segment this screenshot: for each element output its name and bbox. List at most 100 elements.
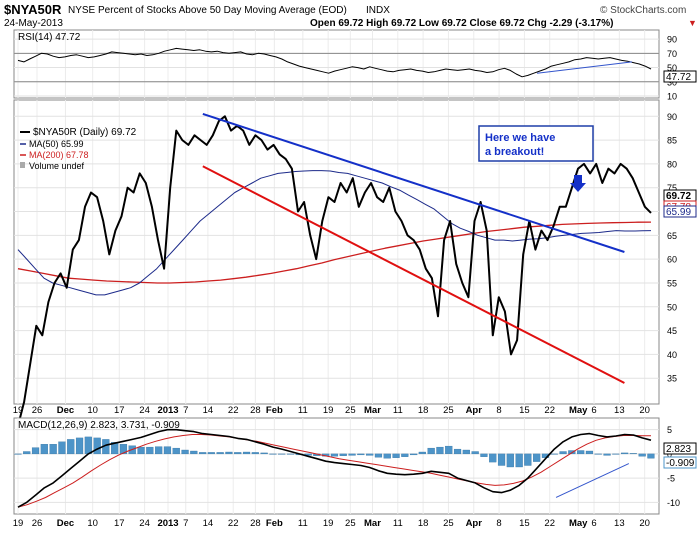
macd-histogram-bar (629, 453, 637, 455)
macd-histogram-bar (410, 453, 418, 456)
macd-label: MACD(12,26,9) 2.823, 3.731, -0.909 (18, 420, 180, 431)
macd-histogram-bar (577, 450, 585, 455)
x-axis-top-label-12: 11 (298, 405, 308, 416)
price-tick-label-6: 60 (667, 255, 677, 265)
price-tick-label-0: 90 (667, 112, 677, 122)
price-tick-label-10: 40 (667, 350, 677, 360)
macd-histogram-bar (181, 449, 189, 455)
x-axis-bottom-label-11: Feb (266, 518, 283, 529)
price-tick-label-8: 50 (667, 302, 677, 312)
x-axis-bottom-label-20: 8 (496, 518, 501, 529)
macd-histogram-bar (621, 452, 629, 455)
legend-price: $NYA50R (Daily) 69.72 (33, 127, 137, 138)
macd-histogram-bar (603, 453, 611, 456)
macd-histogram-bar (278, 453, 286, 455)
chart-symbol: $NYA50R (4, 2, 62, 17)
x-axis-bottom-label-6: 2013 (157, 518, 178, 529)
price-tick-label-1: 85 (667, 136, 677, 146)
last-value-ma50-box (663, 205, 697, 218)
x-axis-top-label-11: Feb (266, 405, 283, 416)
macd-hist-last-value: -0.909 (666, 458, 695, 469)
x-axis-bottom-label-10: 28 (250, 518, 261, 529)
x-axis-bottom-label-7: 7 (183, 518, 188, 529)
x-axis-top-label-14: 25 (345, 405, 356, 416)
x-axis-bottom-label-18: 25 (443, 518, 454, 529)
x-axis-top-label-3: 10 (87, 405, 98, 416)
annotation-box (478, 125, 594, 162)
macd-histogram-bar (172, 447, 180, 455)
macd-histogram-bar (49, 444, 57, 455)
price-tick-label-2: 80 (667, 159, 677, 169)
macd-histogram-bar (40, 444, 48, 455)
price-tick-label-5: 65 (667, 231, 677, 241)
chart-exchange: INDX (366, 5, 390, 16)
x-axis-bottom-label-25: 13 (614, 518, 625, 529)
x-axis-top-label-20: 8 (496, 405, 501, 416)
x-axis-top-label-22: 22 (544, 405, 555, 416)
rsi-tick-label-4: 10 (667, 92, 677, 102)
price-legend: $NYA50R (Daily) 69.72 MA(50) 65.99 MA(20… (20, 127, 137, 171)
x-axis-top-label-16: 11 (393, 405, 403, 416)
x-axis-top-label-0: 19 (13, 405, 24, 416)
price-line (17, 115, 652, 427)
macd-line (17, 428, 652, 508)
legend-ma50: MA(50) 65.99 (29, 139, 84, 149)
x-axis-top-label-7: 7 (183, 405, 188, 416)
macd-histogram-bar (234, 452, 242, 455)
x-axis-bottom: 19 26 Dec 10 17 24 2013 7 14 22 28 Feb 11 19 25 Mar 11 18… (13, 518, 650, 529)
annotation-line-1: Here we have (485, 132, 555, 144)
legend-ma200: MA(200) 67.78 (29, 150, 89, 160)
rsi-last-value: 47.72 (666, 72, 691, 83)
macd-histogram-bar (14, 453, 22, 455)
macd-histogram-bar (146, 446, 154, 455)
macd-histogram-bar (374, 453, 383, 458)
macd-histogram-bar (111, 442, 119, 455)
macd-histogram-bar (163, 446, 172, 455)
macd-panel: MACD(12,26,9) 2.823, 3.731, -0.909 50-5-… (13, 417, 697, 515)
macd-histogram-bar (58, 441, 66, 455)
macd-histogram-bar (119, 444, 128, 455)
macd-hist-last-value-box (663, 456, 697, 469)
x-axis-top-label-4: 17 (114, 405, 125, 416)
macd-histogram-bar (515, 453, 523, 468)
rsi-tick-label-1: 70 (667, 49, 677, 59)
macd-histogram-bar (339, 453, 347, 456)
macd-histogram-bar (480, 453, 488, 457)
macd-histogram-bar (242, 451, 251, 455)
x-axis-bottom-label-4: 17 (114, 518, 125, 529)
macd-histogram-bar (550, 453, 558, 455)
macd-histogram-bar (357, 453, 365, 456)
x-axis-top: 19 26 Dec 10 17 24 2013 7 14 22 28 Feb 11 19 25 Mar 11 18… (13, 405, 650, 416)
macd-histogram-bar (497, 453, 506, 466)
macd-last-value: 2.823 (666, 444, 691, 455)
x-axis-top-label-18: 25 (443, 405, 454, 416)
macd-histogram-bar (638, 453, 646, 457)
annotation-line-2: a breakout! (485, 146, 544, 158)
x-axis-top-label-25: 13 (614, 405, 625, 416)
x-axis-bottom-label-22: 22 (544, 518, 555, 529)
price-tick-label-9: 45 (667, 326, 677, 336)
macd-histogram-bar (67, 439, 75, 455)
macd-histogram-bar (75, 437, 84, 455)
macd-histogram-bar (383, 453, 391, 459)
x-axis-bottom-label-26: 20 (639, 518, 650, 529)
macd-tick-label-0: 5 (667, 425, 672, 435)
macd-histogram-bar (506, 453, 514, 468)
macd-histogram-bar (225, 451, 233, 455)
macd-histogram-bar (31, 447, 40, 455)
x-axis-top-label-13: 19 (323, 405, 334, 416)
macd-histogram-bar (436, 446, 444, 455)
x-axis-top-label-9: 22 (228, 405, 239, 416)
x-axis-bottom-label-12: 11 (298, 518, 308, 529)
chart-watermark: © StockCharts.com (600, 5, 686, 16)
x-axis-top-label-17: 18 (418, 405, 429, 416)
x-axis-top-label-10: 28 (250, 405, 261, 416)
macd-histogram-bar (401, 453, 409, 457)
macd-panel-frame (13, 417, 660, 515)
macd-histogram-bar (348, 453, 356, 456)
legend-volume-swatch (20, 162, 25, 168)
x-axis-bottom-label-8: 14 (203, 518, 214, 529)
x-axis-top-label-2: Dec (57, 405, 74, 416)
macd-histogram-bar (93, 437, 101, 455)
macd-histogram-bar (427, 447, 435, 455)
